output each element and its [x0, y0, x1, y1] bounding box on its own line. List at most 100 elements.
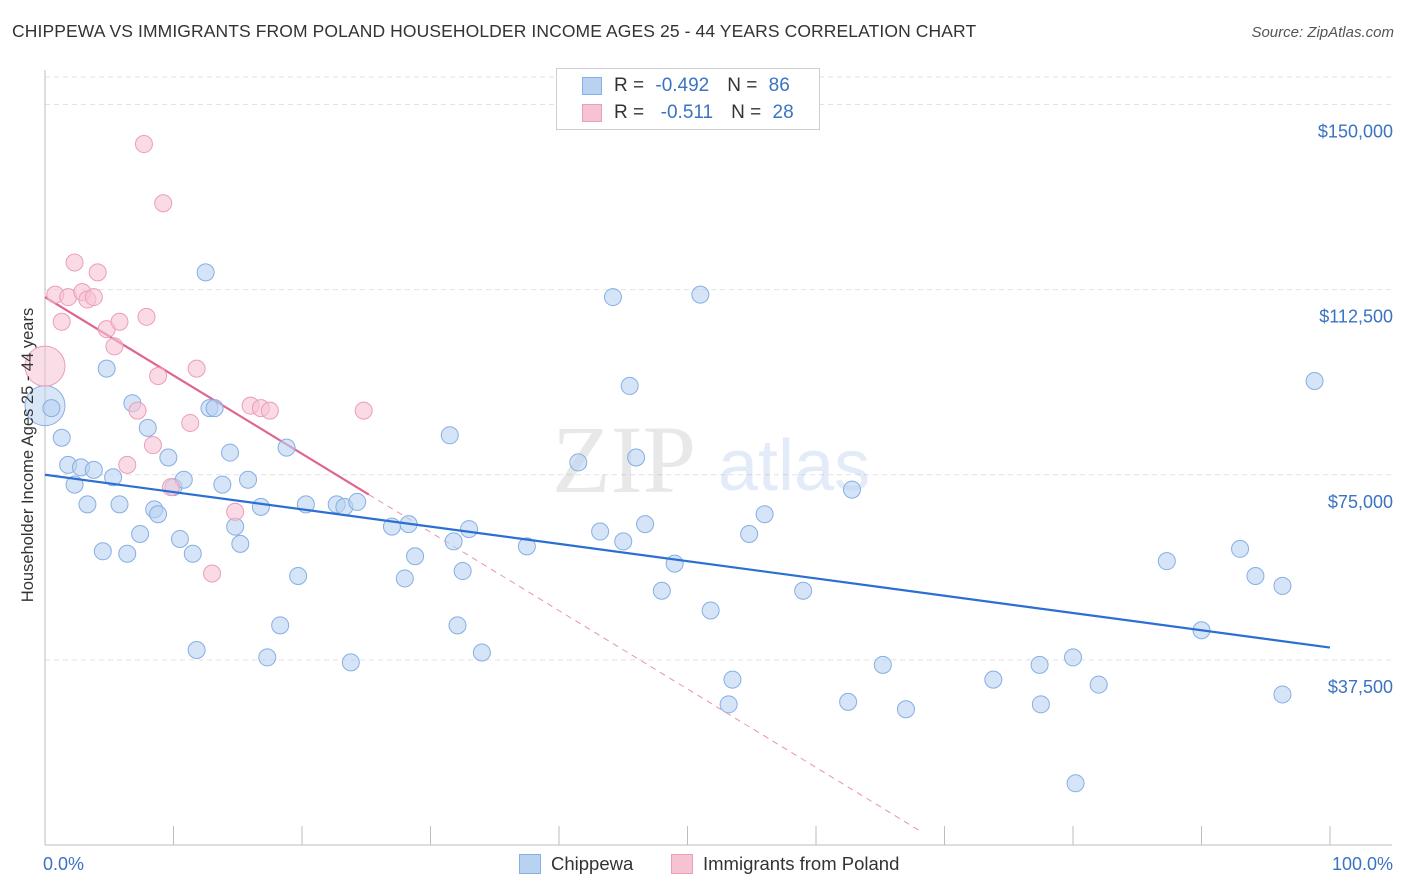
chippewa-point: [149, 505, 168, 524]
watermark: ZIP atlas: [552, 406, 870, 513]
chippewa-point: [205, 399, 224, 418]
chippewa-point: [1157, 552, 1176, 571]
legend-r-label: R =: [614, 75, 650, 96]
bottom-legend-chippewa: Chippewa: [519, 852, 633, 876]
chippewa-point: [740, 525, 759, 544]
poland-point: [203, 564, 222, 583]
bottom-legend-poland: Immigrants from Poland: [671, 852, 899, 876]
chippewa-point: [701, 601, 720, 620]
chippewa-point: [196, 263, 215, 282]
chippewa-point: [341, 653, 360, 672]
chippewa-legend-swatch: [519, 854, 541, 874]
chippewa-point: [569, 453, 588, 472]
chippewa-point: [170, 529, 189, 548]
chippewa-point: [187, 641, 206, 660]
poland-point: [118, 455, 137, 474]
y-tick-label: $75,000: [1328, 492, 1393, 512]
poland-point: [24, 345, 66, 387]
chippewa-point: [213, 475, 232, 494]
chippewa-trend: [44, 473, 1331, 649]
legend-r-value-chippewa: -0.492: [655, 75, 710, 96]
chippewa-point: [271, 616, 290, 635]
chippewa-point: [42, 399, 61, 418]
chippewa-point: [1031, 695, 1050, 714]
chippewa-point: [110, 495, 129, 514]
chippewa-point: [620, 376, 639, 395]
chippewa-point: [1089, 675, 1108, 694]
source-label: Source: ZipAtlas.com: [1251, 24, 1394, 41]
chippewa-point: [591, 522, 610, 541]
chippewa-point: [395, 569, 414, 588]
poland-point: [354, 401, 373, 420]
legend-n-value-poland: 28: [772, 102, 794, 123]
chippewa-point: [984, 670, 1003, 689]
chippewa-point: [440, 426, 459, 445]
chippewa-point: [453, 562, 472, 581]
poland-swatch: [582, 104, 602, 122]
chippewa-point: [1273, 576, 1292, 595]
poland-point: [154, 194, 173, 213]
chippewa-point: [1066, 774, 1085, 793]
chippewa-legend-label: Chippewa: [551, 853, 634, 874]
poland-trend-extension: [368, 494, 920, 831]
chippewa-trend-line: [44, 473, 1331, 649]
y-tick-label: $37,500: [1328, 677, 1393, 697]
chippewa-point: [97, 359, 116, 378]
poland-point: [149, 367, 168, 386]
chippewa-point: [719, 695, 738, 714]
chippewa-point: [104, 468, 123, 487]
poland-point: [137, 307, 156, 326]
legend-n-label: N =: [731, 102, 767, 123]
chippewa-point: [239, 470, 258, 489]
poland-point: [143, 436, 162, 455]
poland-point: [52, 312, 71, 331]
chippewa-point: [131, 525, 150, 544]
poland-point: [134, 135, 153, 154]
gridlines: $37,500 $75,000 $112,500 $150,000: [45, 76, 1393, 697]
chippewa-point: [406, 547, 425, 566]
x-tick-label-min: 0.0%: [43, 854, 84, 874]
poland-point: [88, 263, 107, 282]
chippewa-point: [755, 505, 774, 524]
chippewa-point: [251, 497, 270, 516]
chart-title: CHIPPEWA VS IMMIGRANTS FROM POLAND HOUSE…: [12, 21, 977, 41]
chippewa-point: [258, 648, 277, 667]
y-tick-label: $112,500: [1319, 307, 1393, 327]
chippewa-point: [52, 428, 71, 447]
chippewa-point: [896, 700, 915, 719]
legend-row-chippewa: R = -0.492 N = 86: [582, 74, 790, 98]
axes: [44, 70, 1392, 846]
chippewa-point: [84, 460, 103, 479]
poland-point: [105, 337, 124, 356]
poland-trend: [44, 296, 920, 831]
chippewa-point: [652, 581, 671, 600]
y-tick-label: $150,000: [1318, 122, 1393, 142]
legend-row-poland: R = -0.511 N = 28: [582, 101, 794, 125]
chippewa-point: [1246, 566, 1265, 585]
chippewa-point: [723, 670, 742, 689]
x-tick-label-max: 100.0%: [1332, 854, 1393, 874]
chippewa-points: [24, 263, 1324, 793]
chippewa-point: [118, 544, 137, 563]
chippewa-point: [636, 515, 655, 534]
chippewa-point: [231, 534, 250, 553]
poland-legend-label: Immigrants from Poland: [703, 853, 900, 874]
y-axis-title: Householder Income Ages 25 - 44 years: [19, 308, 37, 602]
poland-point: [260, 401, 279, 420]
chippewa-swatch: [582, 77, 602, 95]
poland-points: [24, 135, 373, 583]
poland-point: [181, 413, 200, 432]
chippewa-point: [277, 438, 296, 457]
legend-n-value-chippewa: 86: [768, 75, 790, 96]
chippewa-point: [517, 537, 536, 556]
poland-point: [110, 312, 129, 331]
chippewa-point: [183, 544, 202, 563]
legend-r-value-poland: -0.511: [655, 102, 714, 123]
chippewa-point: [448, 616, 467, 635]
chippewa-point: [78, 495, 97, 514]
chippewa-point: [873, 655, 892, 674]
chippewa-point: [93, 542, 112, 561]
chippewa-point: [159, 448, 178, 467]
chippewa-point: [221, 443, 240, 462]
